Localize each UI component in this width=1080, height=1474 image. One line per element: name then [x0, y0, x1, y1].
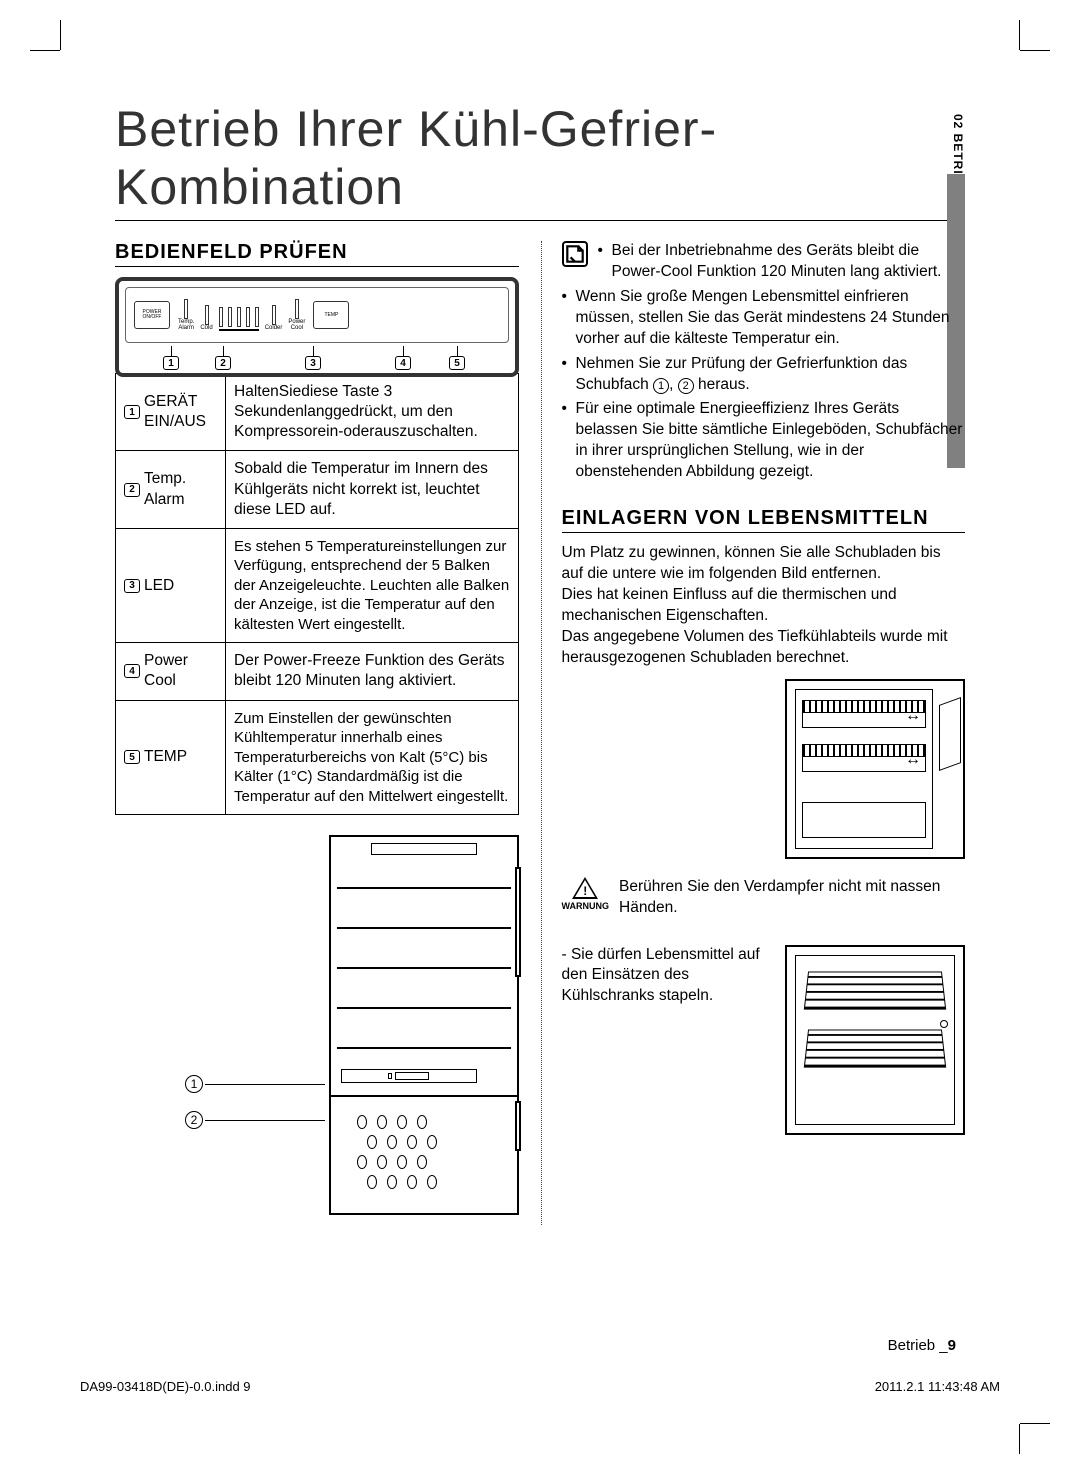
- callout-badge: 2: [185, 1111, 203, 1129]
- num-badge: 4: [124, 664, 140, 678]
- panel-small-label: Cool: [291, 325, 303, 331]
- num-badge: 2: [215, 356, 231, 370]
- footer-right: 2011.2.1 11:43:48 AM: [875, 1379, 1000, 1394]
- bullet-item: Bei der Inbetriebnahme des Geräts bleibt…: [598, 241, 966, 283]
- bullet-item: Für eine optimale Energieeffizienz Ihres…: [562, 399, 966, 483]
- table-row: 4 Power Cool Der Power-Freeze Funktion des…: [116, 643, 519, 700]
- row-desc: Es stehen 5 Temperatureinstellungen zur …: [226, 528, 519, 643]
- fridge-figure: 1 2: [115, 835, 519, 1225]
- inline-badge: 2: [678, 378, 694, 394]
- callout-badge: 1: [185, 1075, 203, 1093]
- body-text: Dies hat keinen Einfluss auf die thermis…: [562, 585, 966, 627]
- row-label: GERÄT: [144, 393, 197, 410]
- row-label: Cool: [144, 672, 176, 689]
- panel-btn-text: ON/OFF: [143, 315, 162, 320]
- num-badge: 1: [163, 356, 179, 370]
- table-row: 2 Temp. Alarm Sobald die Temperatur im Inn…: [116, 451, 519, 528]
- page-num-text: 9: [948, 1337, 956, 1354]
- row-label: Power: [144, 652, 188, 669]
- warning-icon: !: [572, 877, 598, 901]
- panel-small-label: Colder: [265, 325, 283, 331]
- stack-text: - Sie dürfen Lebensmittel auf den Einsät…: [562, 945, 770, 1008]
- row-desc: Zum Einstellen der gewünschten Kühltempe…: [226, 700, 519, 815]
- section-title-storage: EINLAGERN VON LEBENSMITTELN: [562, 507, 966, 533]
- right-column: Bei der Inbetriebnahme des Geräts bleibt…: [541, 241, 966, 1225]
- panel-small-label: Cold: [200, 325, 212, 331]
- bullet-text: heraus.: [698, 376, 750, 393]
- num-badge: 4: [395, 356, 411, 370]
- table-row: 3 LED Es stehen 5 Temperatureinstellungen…: [116, 528, 519, 643]
- crop-bot-right: [1019, 1424, 1020, 1454]
- num-badge: 5: [124, 750, 140, 764]
- note-icon: [562, 241, 588, 267]
- table-row: 1 GERÄT EIN/AUS HaltenSiediese Taste 3 Sek…: [116, 374, 519, 451]
- page-title: Betrieb Ihrer Kühl-Gefrier-Kombination: [115, 100, 965, 221]
- control-panel-figure: POWER ON/OFF Temp.Alarm Cold: [115, 277, 519, 377]
- stacking-block: - Sie dürfen Lebensmittel auf den Einsät…: [562, 945, 966, 1135]
- num-badge: 1: [124, 405, 140, 419]
- stacking-figure: [785, 945, 965, 1135]
- row-label: EIN/AUS: [144, 413, 206, 430]
- section-title-panel: BEDIENFELD PRÜFEN: [115, 241, 519, 267]
- num-badge: 2: [124, 483, 140, 497]
- row-label: Alarm: [144, 491, 184, 508]
- print-footer: DA99-03418D(DE)-0.0.indd 9 2011.2.1 11:4…: [0, 1379, 1080, 1394]
- row-desc: HaltenSiediese Taste 3 Sekundenlanggedrü…: [226, 374, 519, 451]
- row-desc: Sobald die Temperatur im Innern des Kühl…: [226, 451, 519, 528]
- page-content: Betrieb Ihrer Kühl-Gefrier-Kombination 0…: [115, 100, 965, 1354]
- footer-left: DA99-03418D(DE)-0.0.indd 9: [80, 1379, 251, 1394]
- crop-top-right-h: [1020, 50, 1050, 51]
- warning-text: Berühren Sie den Verdampfer nicht mit na…: [619, 877, 965, 919]
- page-number: Betrieb _9: [888, 1337, 956, 1354]
- storage-figure: ↔ ↔: [785, 679, 965, 859]
- num-badge: 3: [305, 356, 321, 370]
- warning-label: WARNUNG: [562, 901, 610, 911]
- num-badge: 5: [449, 356, 465, 370]
- num-badge: 3: [124, 579, 140, 593]
- left-column: BEDIENFELD PRÜFEN POWER ON/OFF Temp.Alar…: [115, 241, 519, 1225]
- row-desc: Der Power-Freeze Funktion des Geräts ble…: [226, 643, 519, 700]
- row-label: LED: [144, 576, 174, 596]
- panel-power-button: POWER ON/OFF: [134, 301, 170, 329]
- body-text: Das angegebene Volumen des Tiefkühlabtei…: [562, 627, 966, 669]
- crop-bot-right-h: [1020, 1423, 1050, 1424]
- note-block: Bei der Inbetriebnahme des Geräts bleibt…: [562, 241, 966, 287]
- inline-badge: 1: [653, 378, 669, 394]
- warning-block: ! WARNUNG Berühren Sie den Verdampfer ni…: [562, 877, 966, 919]
- page-label-text: Betrieb _: [888, 1337, 948, 1354]
- body-text: Um Platz zu gewinnen, können Sie alle Sc…: [562, 543, 966, 585]
- bullet-item: Wenn Sie große Mengen Lebensmittel einfr…: [562, 287, 966, 350]
- panel-temp-button: TEMP: [313, 301, 349, 329]
- crop-top-left-h: [30, 50, 60, 51]
- crop-top-right: [1019, 20, 1020, 50]
- row-label: TEMP: [144, 747, 187, 767]
- control-table: 1 GERÄT EIN/AUS HaltenSiediese Taste 3 Sek…: [115, 373, 519, 815]
- row-label: Temp.: [144, 470, 186, 487]
- table-row: 5 TEMP Zum Einstellen der gewünschten Küh…: [116, 700, 519, 815]
- bullet-item: Nehmen Sie zur Prüfung der Gefrierfunkti…: [562, 354, 966, 396]
- crop-top-left: [60, 20, 61, 50]
- panel-small-label: Alarm: [178, 325, 194, 331]
